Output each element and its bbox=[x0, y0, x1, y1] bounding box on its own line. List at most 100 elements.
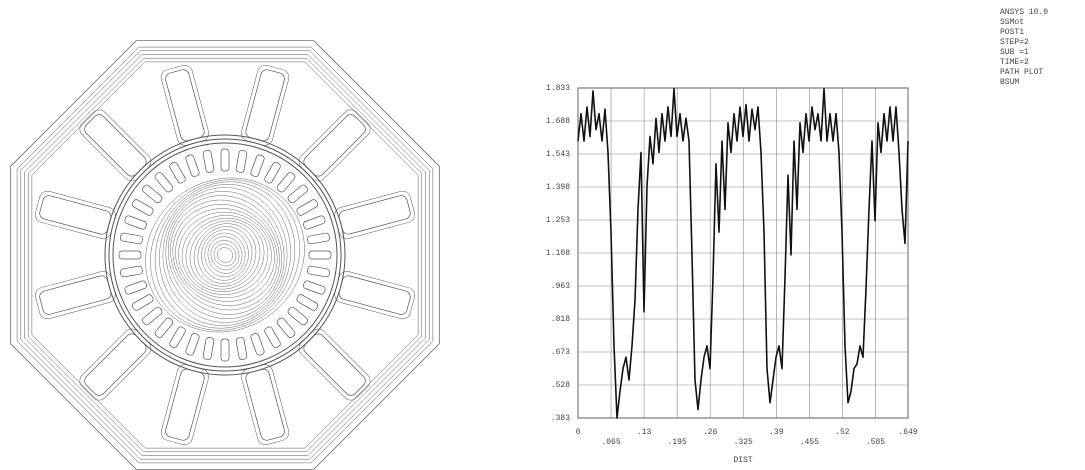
rotor-flux bbox=[153, 184, 297, 325]
rotor-slot bbox=[276, 171, 296, 193]
x-tick-label: .649 bbox=[898, 428, 917, 437]
rotor-slot bbox=[154, 171, 174, 193]
rotor-slot bbox=[250, 154, 265, 177]
rotor-slot bbox=[303, 280, 326, 295]
flux-line bbox=[17, 47, 433, 463]
x-tick-label: .585 bbox=[866, 438, 885, 447]
rotor-slot bbox=[169, 326, 187, 349]
stator-slot bbox=[82, 331, 148, 397]
rotor-slot bbox=[296, 294, 319, 312]
stator-outline bbox=[11, 41, 440, 470]
rotor-flux bbox=[209, 239, 240, 270]
stator-slot bbox=[82, 112, 148, 178]
info-text: POST1 bbox=[1000, 28, 1024, 37]
stator-slot bbox=[338, 274, 412, 315]
rotor-slot bbox=[276, 317, 296, 339]
rotor-slot bbox=[264, 161, 282, 184]
rotor-slot bbox=[131, 294, 154, 312]
x-tick-label: .195 bbox=[668, 438, 687, 447]
y-tick-label: 1.688 bbox=[546, 117, 570, 126]
x-tick-label: .39 bbox=[769, 428, 784, 437]
rotor-flux bbox=[130, 157, 321, 353]
stator-slot bbox=[244, 68, 285, 142]
x-tick-label: .065 bbox=[601, 438, 620, 447]
info-text: SUB =1 bbox=[1000, 48, 1029, 57]
y-tick-label: 1.543 bbox=[546, 150, 570, 159]
flux-line bbox=[25, 55, 426, 456]
x-tick-label: .26 bbox=[703, 428, 718, 437]
rotor-slot bbox=[264, 326, 282, 349]
x-axis-label: DIST bbox=[733, 456, 752, 465]
info-text: SSMot bbox=[1000, 18, 1024, 27]
rotor-slot bbox=[296, 199, 319, 217]
rotor-slot bbox=[203, 150, 215, 173]
rotor-flux bbox=[119, 149, 330, 361]
x-tick-label: .325 bbox=[734, 438, 753, 447]
rotor-flux bbox=[177, 210, 273, 300]
flux-line bbox=[21, 51, 429, 459]
rotor-slot bbox=[236, 337, 248, 360]
rotor-slot bbox=[287, 306, 309, 326]
screen: DIST .383 .528 .673 .818 .963 1.108 1.253 1.398… bbox=[0, 0, 1085, 470]
y-tick-label: 1.833 bbox=[546, 84, 570, 93]
rotor-slot bbox=[307, 233, 330, 245]
y-tick-label: 1.398 bbox=[546, 183, 570, 192]
rotor-flux bbox=[204, 232, 246, 277]
info-text: TIME=2 bbox=[1000, 58, 1029, 67]
rotor-slot bbox=[120, 233, 143, 245]
y-tick-label: .818 bbox=[551, 315, 570, 324]
rotor-flux bbox=[206, 235, 245, 275]
rotor-slot bbox=[169, 161, 187, 184]
rotor-flux bbox=[163, 188, 287, 323]
stator-slot bbox=[338, 194, 412, 235]
airgap-ring bbox=[113, 143, 337, 367]
info-text: ANSYS 10.0 bbox=[1000, 8, 1048, 17]
rotor-slot bbox=[185, 333, 200, 356]
rotor-slot bbox=[141, 306, 163, 326]
stator-slot bbox=[244, 368, 285, 442]
y-tick-label: .673 bbox=[551, 348, 570, 357]
rotor-flux bbox=[181, 211, 269, 299]
rotor-slot bbox=[307, 266, 330, 278]
info-text: PATH PLOT bbox=[1000, 68, 1043, 77]
flux-plot bbox=[11, 41, 440, 470]
rotor-slot bbox=[141, 184, 163, 204]
rotor-slot bbox=[120, 266, 143, 278]
flux-line bbox=[28, 58, 422, 452]
rotor-slot bbox=[236, 150, 248, 173]
x-tick-label: .455 bbox=[800, 438, 819, 447]
y-tick-label: 1.108 bbox=[546, 249, 570, 258]
rotor-flux bbox=[176, 207, 273, 303]
info-text: BSUM bbox=[1000, 78, 1019, 87]
rotor-flux bbox=[204, 233, 247, 278]
rotor-slot bbox=[185, 154, 200, 177]
rotor-slot bbox=[124, 215, 147, 230]
rotor-flux bbox=[152, 179, 297, 332]
x-tick-label: .13 bbox=[637, 428, 652, 437]
x-tick-label: .52 bbox=[835, 428, 850, 437]
y-tick-label: 1.253 bbox=[546, 216, 570, 225]
stator-slot bbox=[164, 68, 205, 142]
rotor-slot bbox=[287, 184, 309, 204]
rotor-slot bbox=[119, 251, 141, 259]
x-tick-label: 0 bbox=[576, 428, 581, 437]
rotor-slot bbox=[154, 317, 174, 339]
rotor-slot bbox=[131, 199, 154, 217]
rotor-flux bbox=[162, 195, 287, 316]
y-tick-label: .528 bbox=[551, 381, 570, 390]
y-tick-label: .383 bbox=[551, 414, 570, 423]
rotor-flux bbox=[116, 147, 335, 362]
y-tick-label: .963 bbox=[551, 282, 570, 291]
rotor-slot bbox=[124, 280, 147, 295]
rotor-slot bbox=[303, 215, 326, 230]
rotor-slot bbox=[250, 333, 265, 356]
rotor-slot bbox=[309, 251, 331, 259]
rotor-flux bbox=[148, 178, 302, 333]
rotor-slot bbox=[221, 339, 229, 361]
stator-slot bbox=[38, 274, 112, 315]
flux-line bbox=[32, 62, 418, 448]
info-text: STEP=2 bbox=[1000, 38, 1029, 47]
airgap-ring bbox=[109, 139, 341, 371]
stator-slot bbox=[301, 331, 367, 397]
rotor-slot bbox=[203, 337, 215, 360]
